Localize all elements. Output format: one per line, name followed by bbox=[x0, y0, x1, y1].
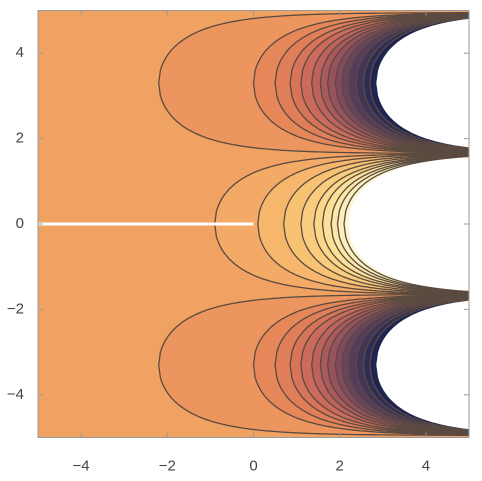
contour-line bbox=[369, 17, 469, 149]
y-tick-label: 4 bbox=[16, 44, 24, 61]
x-tick-label: 2 bbox=[336, 457, 344, 474]
y-tick-label: 0 bbox=[16, 215, 24, 232]
plot-area bbox=[38, 10, 469, 438]
contour-band bbox=[376, 300, 469, 430]
contour-band bbox=[348, 157, 469, 291]
x-tick-label: 0 bbox=[249, 457, 257, 474]
contour-line bbox=[362, 298, 469, 432]
contour-line bbox=[158, 293, 469, 436]
x-tick-label: −4 bbox=[73, 457, 90, 474]
contour-line bbox=[257, 153, 469, 295]
y-tick-label: −4 bbox=[7, 386, 24, 403]
y-tick-label: −2 bbox=[7, 300, 24, 317]
contour-line bbox=[283, 153, 469, 295]
contour-line bbox=[343, 156, 469, 292]
y-tick-label: 2 bbox=[16, 130, 24, 147]
x-tick-label: −2 bbox=[159, 457, 176, 474]
contour-line bbox=[355, 297, 469, 432]
contour-band bbox=[376, 18, 469, 148]
contour-line bbox=[355, 16, 469, 151]
contour-line bbox=[158, 12, 469, 155]
contour-line bbox=[369, 299, 469, 431]
contour-line bbox=[362, 16, 469, 150]
x-tick-label: 4 bbox=[422, 457, 430, 474]
contour-line bbox=[347, 15, 469, 151]
contour-line bbox=[347, 297, 469, 433]
